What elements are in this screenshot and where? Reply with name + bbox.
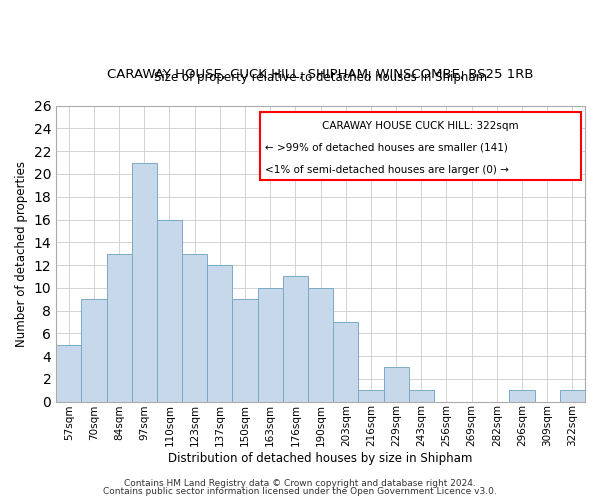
Bar [232,299,257,402]
Text: <1% of semi-detached houses are larger (0) →: <1% of semi-detached houses are larger (… [265,165,509,175]
Text: Contains public sector information licensed under the Open Government Licence v3: Contains public sector information licen… [103,488,497,496]
Bar [509,390,535,402]
Y-axis label: Number of detached properties: Number of detached properties [15,160,28,346]
Bar [283,276,308,402]
Text: Contains HM Land Registry data © Crown copyright and database right 2024.: Contains HM Land Registry data © Crown c… [124,478,476,488]
Bar [257,288,283,402]
Bar [157,220,182,402]
Title: Size of property relative to detached houses in Shipham: Size of property relative to detached ho… [154,70,487,84]
Bar [333,322,358,402]
Bar [383,368,409,402]
Bar [82,299,107,402]
X-axis label: Distribution of detached houses by size in Shipham: Distribution of detached houses by size … [169,452,473,465]
Text: CARAWAY HOUSE CUCK HILL: 322sqm: CARAWAY HOUSE CUCK HILL: 322sqm [322,120,519,130]
Bar [358,390,383,402]
Bar [56,344,82,402]
Bar [107,254,132,402]
Text: ← >99% of detached houses are smaller (141): ← >99% of detached houses are smaller (1… [265,142,508,152]
Bar [409,390,434,402]
Bar [560,390,585,402]
Bar [207,265,232,402]
Bar [308,288,333,402]
FancyBboxPatch shape [260,112,581,180]
Text: CARAWAY HOUSE, CUCK HILL, SHIPHAM, WINSCOMBE, BS25 1RB: CARAWAY HOUSE, CUCK HILL, SHIPHAM, WINSC… [107,68,534,80]
Bar [132,162,157,402]
Bar [182,254,207,402]
